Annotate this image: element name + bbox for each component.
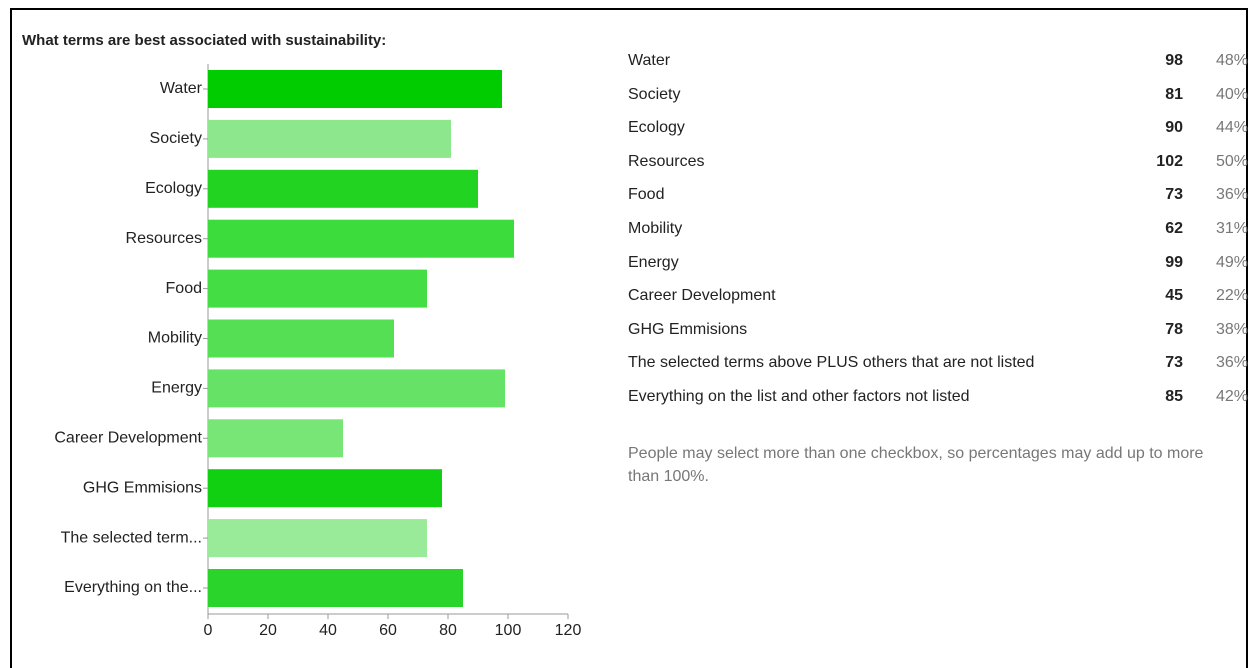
chart-title: What terms are best associated with sust… xyxy=(22,32,386,49)
row-percent: 49% xyxy=(1215,253,1248,271)
bar xyxy=(208,70,502,108)
row-count: 45 xyxy=(1165,287,1183,305)
row-percent: 36% xyxy=(1215,186,1248,204)
x-tick-label: 20 xyxy=(259,622,277,639)
y-tick-label: Mobility xyxy=(148,330,202,347)
y-tick-label: Ecology xyxy=(145,180,202,197)
row-percent: 40% xyxy=(1215,85,1248,103)
y-tick-label: GHG Emmisions xyxy=(83,479,202,496)
row-count: 85 xyxy=(1165,388,1183,405)
row-label: Energy xyxy=(628,253,679,271)
row-count: 73 xyxy=(1165,354,1183,372)
row-percent: 42% xyxy=(1215,388,1248,405)
bar xyxy=(208,319,394,358)
row-label: Mobility xyxy=(628,220,683,237)
bar xyxy=(208,469,442,508)
y-tick-label: Resources xyxy=(126,230,202,247)
y-tick-label: Everything on the... xyxy=(64,579,202,596)
table-row: Society 81 40% xyxy=(628,86,1248,116)
x-tick-label: 60 xyxy=(379,622,397,639)
table-row: Everything on the list and other factors… xyxy=(628,388,1248,418)
row-label: GHG Emmisions xyxy=(628,320,748,338)
row-label: Water xyxy=(628,52,671,69)
row-percent: 50% xyxy=(1215,152,1248,170)
x-tick-label: 100 xyxy=(495,622,522,639)
row-count: 99 xyxy=(1165,253,1183,271)
row-count: 102 xyxy=(1156,152,1183,170)
row-count: 62 xyxy=(1165,220,1183,237)
row-count: 73 xyxy=(1165,186,1183,204)
y-tick-label: Energy xyxy=(151,380,202,397)
bar xyxy=(208,369,505,408)
row-percent: 48% xyxy=(1215,52,1248,69)
bar xyxy=(208,119,451,158)
table-row: Water 98 48% xyxy=(628,52,1248,82)
row-count: 98 xyxy=(1165,52,1183,69)
row-label: Food xyxy=(628,186,665,204)
row-count: 78 xyxy=(1165,320,1183,338)
row-label: The selected terms above PLUS others tha… xyxy=(628,354,1035,372)
bar xyxy=(208,169,478,208)
x-tick-label: 80 xyxy=(439,622,457,639)
table-row: Ecology 90 44% xyxy=(628,119,1248,149)
table-row: GHG Emmisions 78 38% xyxy=(628,321,1248,351)
row-label: Ecology xyxy=(628,119,685,137)
x-tick-label: 0 xyxy=(204,622,213,639)
x-tick-label: 120 xyxy=(555,622,582,639)
bar xyxy=(208,269,427,308)
table-row: Mobility 62 31% xyxy=(628,220,1248,250)
row-label: Everything on the list and other factors… xyxy=(628,388,970,405)
row-percent: 44% xyxy=(1215,119,1248,137)
row-percent: 22% xyxy=(1215,287,1248,305)
row-count: 81 xyxy=(1165,85,1183,103)
bar xyxy=(208,569,463,607)
frame xyxy=(10,8,1248,668)
table-row: Career Development 45 22% xyxy=(628,287,1248,317)
note: People may select more than one checkbox… xyxy=(628,445,1204,485)
bar xyxy=(208,519,427,558)
row-percent: 31% xyxy=(1215,220,1248,237)
row-label: Society xyxy=(628,85,681,103)
table-row: Energy 99 49% xyxy=(628,254,1248,284)
y-tick-label: Water xyxy=(160,80,203,97)
row-percent: 38% xyxy=(1215,320,1248,338)
table-row: Food 73 36% xyxy=(628,186,1248,216)
bar xyxy=(208,419,343,458)
row-percent: 36% xyxy=(1215,354,1248,372)
table-row: The selected terms above PLUS others tha… xyxy=(628,354,1248,384)
y-tick-label: Society xyxy=(150,130,202,147)
chart: What terms are best associated with sust… xyxy=(22,32,582,639)
row-count: 90 xyxy=(1165,119,1183,137)
table-row: Resources 102 50% xyxy=(628,153,1248,183)
y-tick-label: The selected term... xyxy=(61,529,202,546)
bar xyxy=(208,219,514,258)
row-label: Resources xyxy=(628,152,705,170)
x-tick-label: 40 xyxy=(319,622,337,639)
row-label: Career Development xyxy=(628,287,776,305)
y-tick-label: Food xyxy=(166,280,202,297)
y-tick-label: Career Development xyxy=(54,430,202,447)
